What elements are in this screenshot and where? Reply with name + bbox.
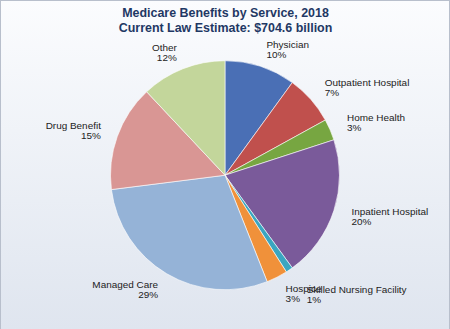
svg-text:Medicare Benefits by Service,: Medicare Benefits by Service, 2018 bbox=[122, 6, 329, 20]
svg-text:Skilled Nursing Facility1%: Skilled Nursing Facility1% bbox=[307, 284, 407, 305]
svg-text:Managed Care29%: Managed Care29% bbox=[92, 279, 158, 300]
svg-text:Other12%: Other12% bbox=[152, 42, 178, 63]
svg-text:Outpatient Hospital7%: Outpatient Hospital7% bbox=[325, 77, 410, 98]
svg-text:Drug Benefit15%: Drug Benefit15% bbox=[46, 120, 101, 141]
svg-text:Home Health3%: Home Health3% bbox=[347, 112, 405, 133]
svg-text:Physician10%: Physician10% bbox=[266, 39, 309, 60]
svg-text:Inpatient Hospital20%: Inpatient Hospital20% bbox=[351, 206, 428, 227]
svg-text:Hospice3%: Hospice3% bbox=[286, 283, 322, 304]
svg-text:Current Law Estimate: $704.6 b: Current Law Estimate: $704.6 billion bbox=[119, 21, 333, 35]
